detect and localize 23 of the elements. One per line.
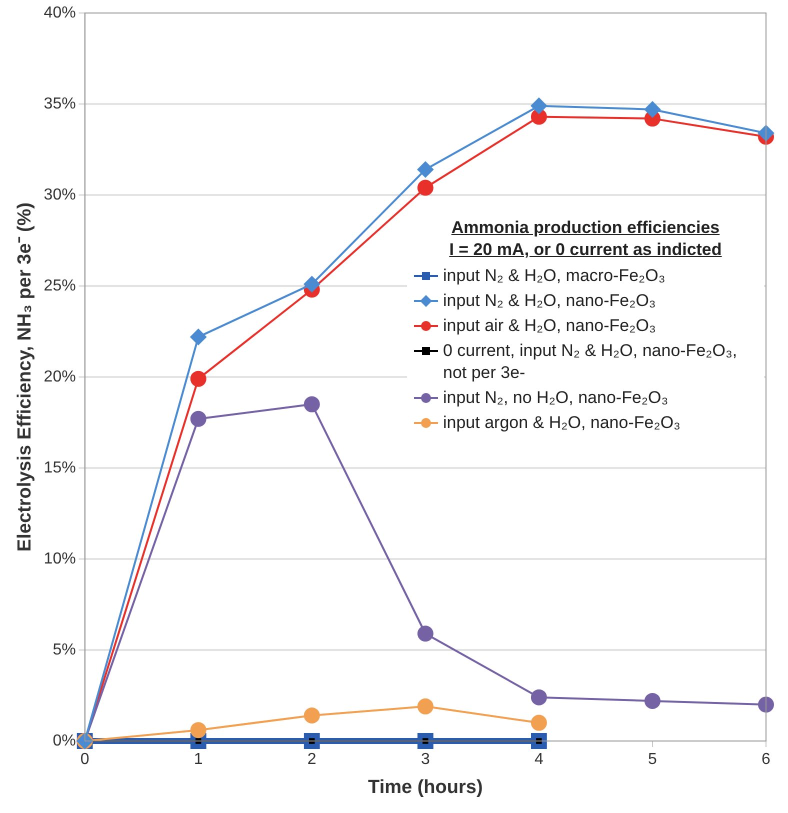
x-axis-title: Time (hours) (368, 776, 483, 798)
y-tick-label: 30% (44, 186, 76, 204)
x-tick-label: 4 (534, 751, 544, 768)
x-tick-label: 0 (80, 751, 90, 768)
y-tick-label: 35% (44, 95, 76, 112)
y-tick-label: 0% (52, 732, 76, 750)
y-tick-label: 15% (44, 459, 76, 476)
y-tick-label: 10% (44, 550, 76, 568)
legend-label: input N₂ & H₂O, macro-Fe₂O₃ (443, 265, 666, 287)
legend-label: input N₂, no H₂O, nano-Fe₂O₃ (443, 387, 668, 409)
x-tick-label: 3 (420, 751, 430, 768)
y-tick-label: 20% (44, 368, 76, 386)
x-tick-label: 1 (194, 751, 203, 768)
y-tick-label: 25% (44, 277, 76, 294)
y-axis-title: Electrolysis Efficiency, NH₃ per 3e⁻ (%) (14, 202, 36, 552)
y-tick-label: 40% (44, 4, 76, 22)
legend-label: input argon & H₂O, nano-Fe₂O₃ (443, 412, 680, 434)
y-tick-label: 5% (52, 641, 76, 658)
legend-label: input N₂ & H₂O, nano-Fe₂O₃ (443, 290, 656, 312)
x-tick-label: 5 (648, 751, 658, 768)
x-tick-label: 6 (762, 751, 771, 768)
legend-label: input air & H₂O, nano-Fe₂O₃ (443, 315, 656, 337)
x-tick-label: 2 (307, 751, 316, 768)
